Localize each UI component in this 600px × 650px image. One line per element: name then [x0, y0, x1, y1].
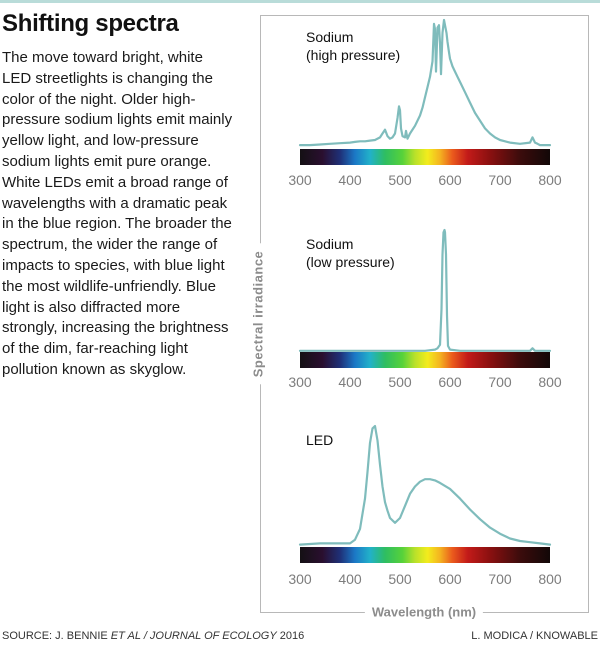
- source-note: SOURCE: J. BENNIE ET AL / JOURNAL OF ECO…: [2, 630, 304, 642]
- x-axis-label: Wavelength (nm): [364, 604, 484, 620]
- source-prefix: SOURCE: J. BENNIE: [2, 630, 111, 642]
- credit-note: L. MODICA / KNOWABLE: [471, 630, 598, 642]
- description-text: The move toward bright, white LED street…: [2, 49, 233, 378]
- y-axis-label: Spectral irradiance: [250, 243, 266, 385]
- chart-frame: [260, 15, 589, 613]
- source-italic: ET AL / JOURNAL OF ECOLOGY: [110, 630, 277, 642]
- source-suffix: 2016: [276, 630, 305, 642]
- infographic-title: Shifting spectra: [2, 10, 179, 37]
- top-rule: [0, 0, 600, 3]
